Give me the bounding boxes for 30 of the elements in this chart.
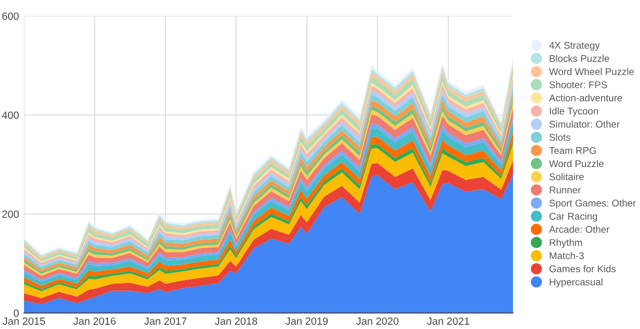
legend-label: Rhythm — [550, 238, 582, 248]
legend-label: Match-3 — [550, 252, 584, 260]
x-tick-label: Jan 2019 — [286, 317, 328, 325]
x-tick-label: Jan 2021 — [427, 317, 470, 325]
legend-label: Blocks Puzzle — [550, 54, 610, 62]
legend-label: Sport Games: Other — [549, 199, 636, 208]
legend-label: Word Wheel Puzzle — [549, 68, 634, 76]
legend-label: Team RPG — [549, 147, 596, 154]
y-tick-label: 600 — [2, 12, 19, 20]
y-tick-label: 200 — [2, 210, 19, 218]
x-tick-label: Jan 2017 — [144, 317, 186, 325]
legend-label: Games for Kids — [550, 265, 616, 272]
legend-label: Slots — [549, 134, 570, 141]
y-tick-label: 0 — [14, 310, 19, 317]
legend-label: Word Puzzle — [549, 160, 604, 168]
legend-label: Arcade: Other — [549, 226, 610, 233]
x-tick-label: Jan 2015 — [2, 317, 45, 325]
x-tick-label: Jan 2016 — [73, 317, 116, 325]
x-tick-label: Jan 2020 — [356, 317, 399, 325]
legend-label: Runner — [550, 186, 581, 194]
legend-label: Shooter: FPS — [549, 81, 607, 88]
legend-label: 4X Strategy — [549, 42, 600, 51]
y-tick-label: 400 — [2, 112, 19, 119]
x-tick-label: Jan 2018 — [214, 317, 258, 325]
legend-label: Hypercasual — [550, 278, 602, 288]
legend-label: Simulator: Other — [549, 120, 620, 128]
legend-label: Solitaire — [549, 173, 584, 180]
legend-label: Car Racing — [550, 212, 598, 222]
legend-label: Idle Tycoon — [550, 107, 598, 116]
legend-label: Action-adventure — [549, 94, 622, 102]
